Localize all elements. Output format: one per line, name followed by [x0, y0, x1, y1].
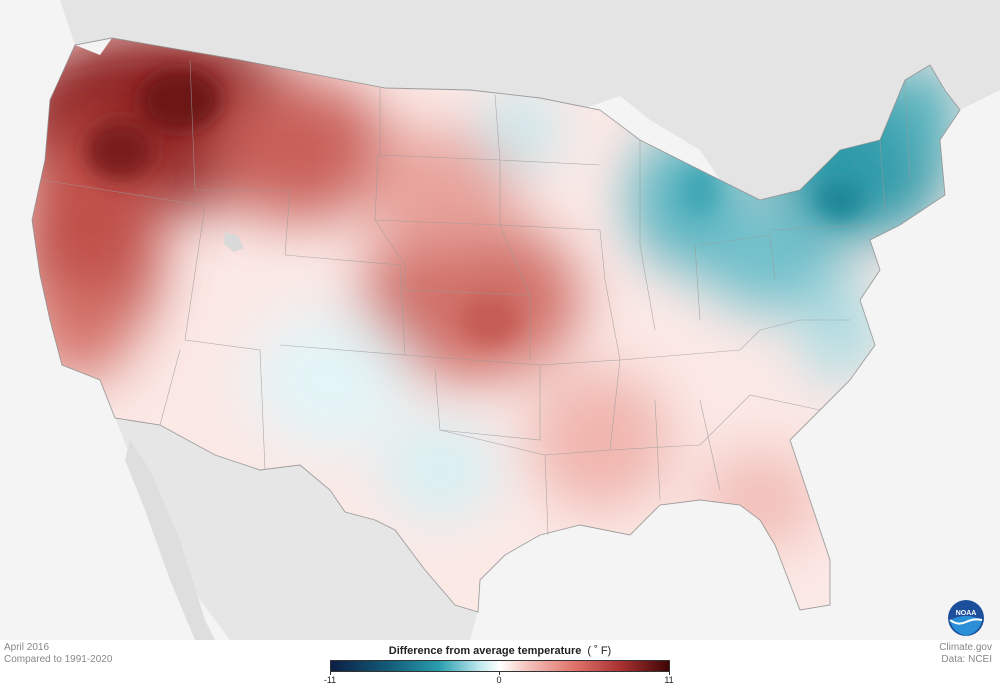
canada-landmass [0, 0, 1000, 200]
map-date: April 2016 [4, 642, 50, 653]
noaa-logo-icon: NOAA [948, 600, 984, 636]
baseline-period: Compared to 1991-2020 [4, 654, 113, 665]
map-area: NOAA [0, 0, 1000, 640]
legend-tick-mid [499, 672, 500, 675]
legend-min-label: -11 [323, 675, 337, 685]
legend-mid-label: 0 [496, 675, 502, 685]
footer: April 2016 Compared to 1991-2020 Differe… [0, 640, 1000, 690]
legend-tick-max [669, 672, 670, 675]
great-salt-lake [224, 232, 244, 252]
credit-data: Data: NCEI [941, 654, 992, 665]
legend-title-text: Difference from average temperature [388, 645, 582, 657]
state-borders [31, 37, 961, 613]
legend-color-bar [330, 660, 670, 672]
temperature-anomaly-map [0, 0, 1000, 640]
legend-tick-min [330, 672, 331, 675]
legend-title: Difference from average temperature ( ˚ F… [330, 645, 670, 657]
credit-site: Climate.gov [939, 642, 992, 653]
legend-unit: ( ˚ F) [587, 645, 612, 657]
legend-max-label: 11 [664, 675, 674, 685]
baja-peninsula [125, 440, 215, 640]
noaa-logo-text: NOAA [956, 610, 977, 617]
mexico-landmass [115, 418, 478, 640]
